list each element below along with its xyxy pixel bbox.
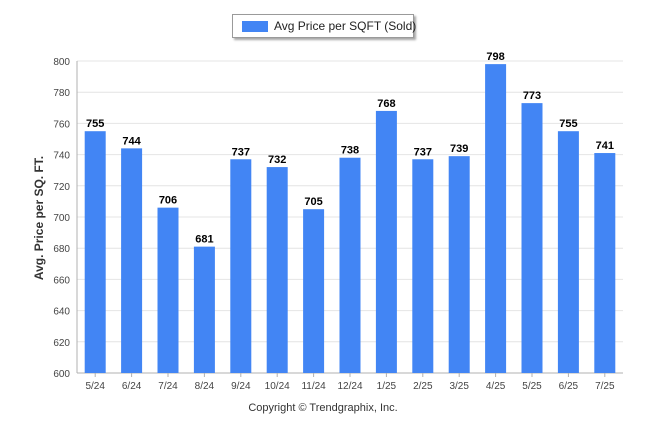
y-tick-label: 800 xyxy=(53,57,70,68)
x-tick-label: 1/25 xyxy=(377,381,397,392)
legend-label: Avg Price per SQFT (Sold) xyxy=(274,19,417,33)
bar xyxy=(557,131,579,373)
data-label: 768 xyxy=(377,98,395,110)
x-tick-label: 5/25 xyxy=(522,381,542,392)
bar xyxy=(84,131,106,373)
data-label: 755 xyxy=(559,118,577,130)
data-label: 741 xyxy=(596,140,614,152)
bar xyxy=(303,209,325,373)
bar xyxy=(375,110,397,374)
y-tick-label: 680 xyxy=(53,244,70,255)
bar xyxy=(157,207,179,373)
bar xyxy=(412,159,434,373)
x-tick-label: 7/25 xyxy=(595,381,615,392)
y-tick-label: 720 xyxy=(53,182,70,193)
x-tick-label: 6/25 xyxy=(559,381,579,392)
x-tick-label: 10/24 xyxy=(265,381,290,392)
data-label: 706 xyxy=(159,195,177,207)
data-label: 681 xyxy=(195,234,213,246)
copyright-text: Copyright © Trendgraphix, Inc. xyxy=(248,402,398,414)
y-tick-label: 780 xyxy=(53,88,70,99)
bar xyxy=(448,156,470,373)
data-label: 732 xyxy=(268,154,286,166)
y-tick-label: 700 xyxy=(53,213,70,224)
x-tick-label: 2/25 xyxy=(413,381,433,392)
bar xyxy=(339,157,361,373)
legend: Avg Price per SQFT (Sold) xyxy=(232,14,417,38)
y-axis-title: Avg. Price per SQ. FT. xyxy=(32,155,46,281)
y-tick-label: 620 xyxy=(53,338,70,349)
y-tick-label: 600 xyxy=(53,369,70,380)
bar xyxy=(193,246,215,373)
x-tick-label: 11/24 xyxy=(301,381,326,392)
data-label: 737 xyxy=(414,146,432,158)
data-label: 739 xyxy=(450,143,468,155)
bar xyxy=(121,148,143,373)
data-label: 738 xyxy=(341,145,359,157)
data-label: 705 xyxy=(304,196,322,208)
x-tick-label: 7/24 xyxy=(158,381,178,392)
data-label: 744 xyxy=(122,135,141,147)
y-tick-label: 760 xyxy=(53,119,70,130)
data-label: 798 xyxy=(486,51,504,63)
x-tick-label: 6/24 xyxy=(122,381,142,392)
y-tick-label: 640 xyxy=(53,307,70,318)
x-tick-label: 12/24 xyxy=(337,381,362,392)
bar xyxy=(266,167,288,373)
x-tick-label: 9/24 xyxy=(231,381,251,392)
data-label: 773 xyxy=(523,90,541,102)
x-tick-label: 8/24 xyxy=(195,381,215,392)
bar xyxy=(485,64,507,374)
x-tick-label: 5/24 xyxy=(85,381,105,392)
x-tick-label: 4/25 xyxy=(486,381,506,392)
bar xyxy=(230,159,252,373)
x-tick-label: 3/25 xyxy=(449,381,469,392)
bar xyxy=(521,103,543,374)
legend-swatch xyxy=(242,21,268,32)
bar xyxy=(594,153,616,373)
data-label: 755 xyxy=(86,118,104,130)
y-tick-label: 740 xyxy=(53,151,70,162)
y-tick-label: 660 xyxy=(53,275,70,286)
data-label: 737 xyxy=(232,146,250,158)
